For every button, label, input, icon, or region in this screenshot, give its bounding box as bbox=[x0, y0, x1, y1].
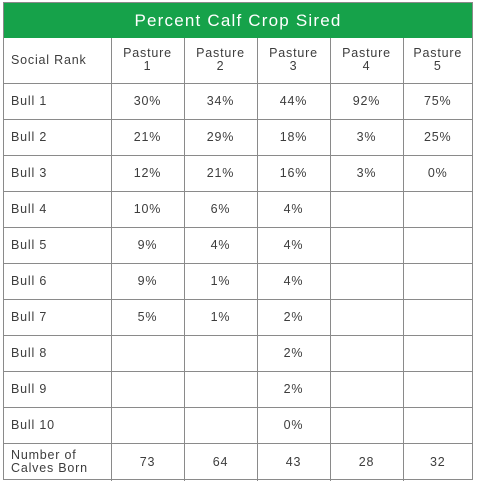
table-cell: 4% bbox=[256, 262, 331, 300]
table-cell: 18% bbox=[256, 118, 331, 156]
header-pasture-number: 1 bbox=[143, 59, 152, 74]
table-cell bbox=[110, 370, 185, 408]
table-cell bbox=[183, 406, 258, 444]
header-pasture-number: 3 bbox=[289, 59, 298, 74]
table-cell: 21% bbox=[110, 118, 185, 156]
header-pasture-word: Pasture bbox=[196, 46, 245, 61]
table-cell: 5% bbox=[110, 298, 185, 336]
header-pasture-word: Pasture bbox=[342, 46, 391, 61]
calves-born-cell: 64 bbox=[183, 442, 258, 481]
calves-born-cell: 32 bbox=[402, 442, 472, 481]
table-cell bbox=[402, 406, 472, 444]
table-cell: 4% bbox=[256, 226, 331, 264]
table-cell: 9% bbox=[110, 262, 185, 300]
calves-born-row: Number of Calves Born 73 64 43 28 32 bbox=[4, 442, 472, 481]
table-cell bbox=[402, 334, 472, 372]
calves-born-cell: 28 bbox=[329, 442, 404, 481]
calf-crop-table: Social Rank Pasture 1 Pasture 2 Pasture … bbox=[4, 38, 472, 481]
table-row-bull-5: Bull 5 9% 4% 4% bbox=[4, 226, 472, 264]
table-row-bull-10: Bull 10 0% bbox=[4, 406, 472, 444]
row-label: Bull 2 bbox=[4, 118, 112, 156]
table-cell: 1% bbox=[183, 262, 258, 300]
table-cell bbox=[110, 334, 185, 372]
table-cell: 75% bbox=[402, 82, 472, 120]
row-label: Bull 6 bbox=[4, 262, 112, 300]
table-cell: 10% bbox=[110, 190, 185, 228]
row-label: Bull 9 bbox=[4, 370, 112, 408]
table-cell: 0% bbox=[256, 406, 331, 444]
row-label: Bull 5 bbox=[4, 226, 112, 264]
row-label: Bull 3 bbox=[4, 154, 112, 192]
table-row-bull-1: Bull 1 30% 34% 44% 92% 75% bbox=[4, 82, 472, 120]
table-cell: 3% bbox=[329, 118, 404, 156]
table-cell: 34% bbox=[183, 82, 258, 120]
table-cell: 25% bbox=[402, 118, 472, 156]
row-label: Bull 1 bbox=[4, 82, 112, 120]
calves-born-label-line-1: Number of bbox=[11, 448, 77, 463]
table-cell bbox=[402, 226, 472, 264]
table-cell: 0% bbox=[402, 154, 472, 192]
row-label: Bull 4 bbox=[4, 190, 112, 228]
header-pasture-word: Pasture bbox=[123, 46, 172, 61]
table-cell: 16% bbox=[256, 154, 331, 192]
header-pasture-1: Pasture 1 bbox=[110, 38, 185, 84]
table-row-bull-7: Bull 7 5% 1% 2% bbox=[4, 298, 472, 336]
table-cell: 1% bbox=[183, 298, 258, 336]
table-cell: 3% bbox=[329, 154, 404, 192]
header-social-rank: Social Rank bbox=[4, 38, 112, 84]
table-cell: 44% bbox=[256, 82, 331, 120]
table-cell bbox=[329, 298, 404, 336]
table-cell bbox=[183, 370, 258, 408]
header-pasture-2: Pasture 2 bbox=[183, 38, 258, 84]
calves-born-cell: 43 bbox=[256, 442, 331, 481]
header-row: Social Rank Pasture 1 Pasture 2 Pasture … bbox=[4, 38, 472, 84]
header-pasture-number: 4 bbox=[362, 59, 371, 74]
table-cell bbox=[329, 334, 404, 372]
calves-born-label: Number of Calves Born bbox=[4, 442, 112, 481]
header-pasture-number: 2 bbox=[216, 59, 225, 74]
table-cell bbox=[329, 370, 404, 408]
header-pasture-5: Pasture 5 bbox=[402, 38, 472, 84]
table-cell: 9% bbox=[110, 226, 185, 264]
calves-born-cell: 73 bbox=[110, 442, 185, 481]
calves-born-label-line-2: Calves Born bbox=[11, 461, 88, 476]
table-cell: 4% bbox=[183, 226, 258, 264]
table-row-bull-2: Bull 2 21% 29% 18% 3% 25% bbox=[4, 118, 472, 156]
table-cell: 30% bbox=[110, 82, 185, 120]
table-title: Percent Calf Crop Sired bbox=[4, 3, 472, 38]
table-cell: 4% bbox=[256, 190, 331, 228]
table-cell bbox=[329, 226, 404, 264]
table-cell bbox=[329, 190, 404, 228]
header-pasture-number: 5 bbox=[433, 59, 442, 74]
table-cell: 92% bbox=[329, 82, 404, 120]
table-cell: 12% bbox=[110, 154, 185, 192]
table-cell bbox=[329, 262, 404, 300]
row-label: Bull 8 bbox=[4, 334, 112, 372]
table-cell bbox=[402, 298, 472, 336]
table-cell: 2% bbox=[256, 298, 331, 336]
header-pasture-word: Pasture bbox=[269, 46, 318, 61]
table-cell bbox=[402, 262, 472, 300]
table-row-bull-9: Bull 9 2% bbox=[4, 370, 472, 408]
table-cell bbox=[110, 406, 185, 444]
table-row-bull-6: Bull 6 9% 1% 4% bbox=[4, 262, 472, 300]
row-label: Bull 10 bbox=[4, 406, 112, 444]
calf-crop-table-card: Percent Calf Crop Sired Social Rank Past… bbox=[3, 2, 473, 481]
header-pasture-4: Pasture 4 bbox=[329, 38, 404, 84]
table-cell bbox=[402, 190, 472, 228]
table-cell: 6% bbox=[183, 190, 258, 228]
table-cell bbox=[183, 334, 258, 372]
table-cell: 29% bbox=[183, 118, 258, 156]
table-row-bull-3: Bull 3 12% 21% 16% 3% 0% bbox=[4, 154, 472, 192]
table-row-bull-8: Bull 8 2% bbox=[4, 334, 472, 372]
header-pasture-3: Pasture 3 bbox=[256, 38, 331, 84]
table-cell bbox=[402, 370, 472, 408]
table-cell: 21% bbox=[183, 154, 258, 192]
table-cell: 2% bbox=[256, 370, 331, 408]
row-label: Bull 7 bbox=[4, 298, 112, 336]
table-cell: 2% bbox=[256, 334, 331, 372]
table-cell bbox=[329, 406, 404, 444]
header-pasture-word: Pasture bbox=[413, 46, 463, 61]
table-row-bull-4: Bull 4 10% 6% 4% bbox=[4, 190, 472, 228]
